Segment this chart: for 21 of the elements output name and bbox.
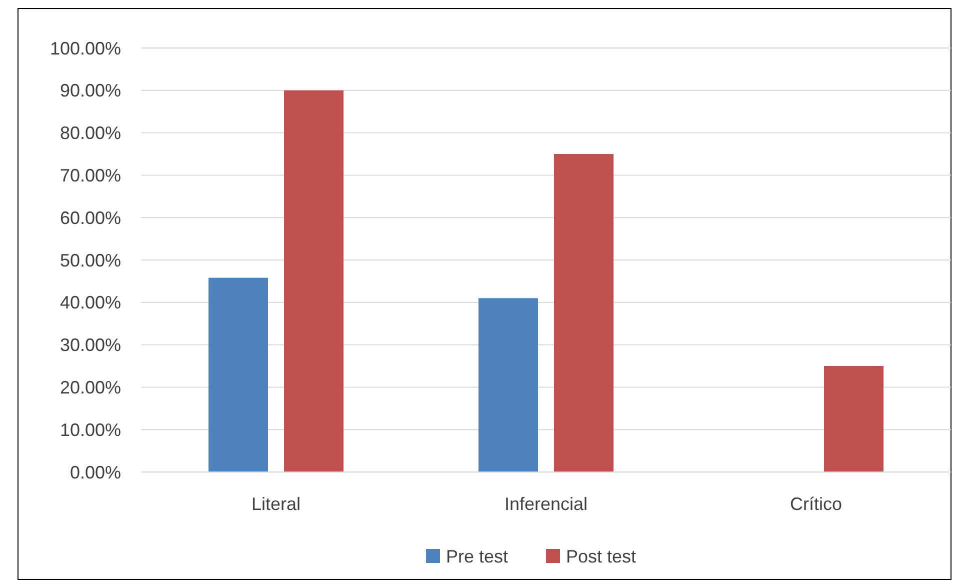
x-tick-label: Crítico [790, 494, 842, 514]
y-tick-label: 70.00% [60, 166, 121, 186]
y-tick-label: 20.00% [60, 378, 121, 398]
y-tick-label: 50.00% [60, 250, 121, 270]
legend-label: Post test [566, 546, 636, 566]
bar [478, 298, 538, 472]
y-tick-label: 80.00% [60, 123, 121, 144]
legend-label: Pre test [446, 546, 508, 566]
y-tick-label: 30.00% [60, 335, 121, 356]
y-tick-label: 100.00% [50, 38, 121, 58]
y-tick-label: 60.00% [60, 208, 121, 228]
bar [554, 154, 614, 472]
bar [824, 366, 884, 472]
x-tick-label: Literal [251, 494, 301, 514]
x-tick-label: Inferencial [504, 494, 588, 514]
y-tick-label: 10.00% [60, 420, 121, 440]
bar [284, 90, 344, 472]
y-tick-label: 0.00% [70, 462, 121, 482]
bar [208, 278, 268, 472]
y-tick-label: 90.00% [60, 80, 121, 101]
y-tick-label: 40.00% [60, 292, 121, 313]
